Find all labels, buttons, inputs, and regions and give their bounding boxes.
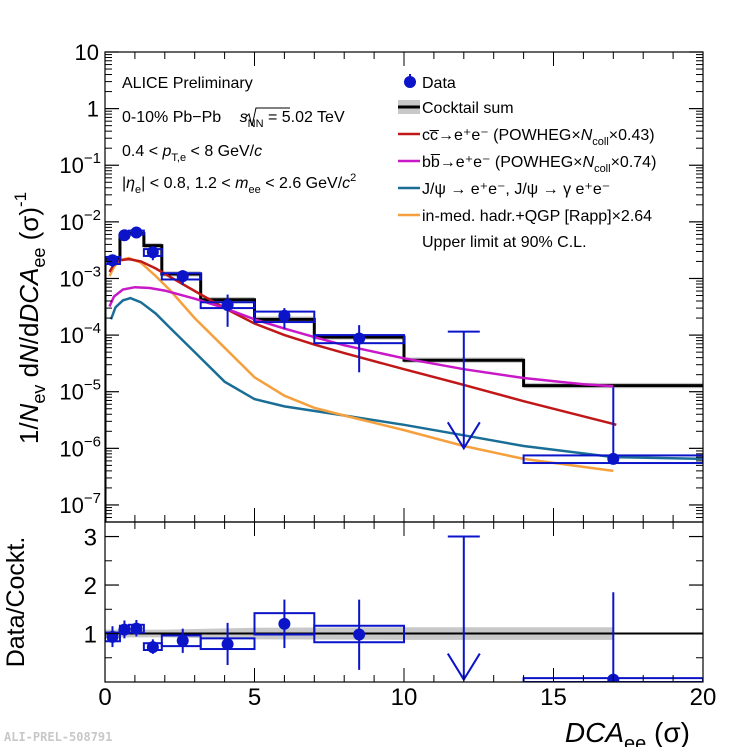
ratio-y-tick-label-0: 1 <box>84 622 97 649</box>
experiment-label: ALICE Preliminary <box>122 75 253 92</box>
x-axis-title: DCAee (σ) <box>565 717 690 747</box>
x-tick-label-2: 10 <box>391 684 418 711</box>
ratio-axes: 1 2 3 0 5 10 15 20 <box>84 522 717 711</box>
data-point-3 <box>146 246 159 259</box>
ratio-point-5 <box>221 638 234 651</box>
main-y-tick-label-0: 10 <box>75 40 99 65</box>
ratio-point-2 <box>130 622 143 635</box>
legend-data-label: Data <box>422 75 456 92</box>
legend-item-cocktail: Cocktail sum <box>398 100 514 117</box>
legend-rapp-label: in-med. hadr.+QGP [Rapp]×2.64 <box>422 208 652 225</box>
main-y-tick-label-7: 10−6 <box>59 433 101 461</box>
main-y-tick-label-5: 10−4 <box>59 320 101 348</box>
main-y-axis-title: 1/Nev dN/dDCAee (σ)-1 <box>11 192 49 444</box>
ratio-point-3 <box>146 641 159 654</box>
x-tick-label-4: 20 <box>690 684 717 711</box>
system-label: 0-10% Pb−Pb sNN = 5.02 TeV <box>122 109 345 130</box>
legend-item-rapp: in-med. hadr.+QGP [Rapp]×2.64 <box>398 208 652 225</box>
legend-upper-limit-note: Upper limit at 90% C.L. <box>422 234 587 251</box>
legend: Data Cocktail sum cc̅→e⁺e⁻ (POWHEG×Ncoll… <box>398 74 656 251</box>
legend-item-cc: cc̅→e⁺e⁻ (POWHEG×Ncoll×0.43) <box>398 127 655 148</box>
legend-item-bb: bb̅→e⁺e⁻ (POWHEG×Ncoll×0.74) <box>398 153 656 175</box>
x-tick-label-3: 15 <box>540 684 567 711</box>
data-point-6 <box>278 309 291 322</box>
data-point-4 <box>176 270 189 283</box>
main-y-tick-label-1: 1 <box>87 97 99 122</box>
annotations: ALICE Preliminary 0-10% Pb−Pb sNN = 5.02… <box>122 75 356 196</box>
ratio-y-tick-label-2: 3 <box>84 525 97 552</box>
legend-bb-label: bb̅→e⁺e⁻ (POWHEG×Ncoll×0.74) <box>422 153 656 175</box>
ratio-y-tick-label-1: 2 <box>84 573 97 600</box>
rapp-curve <box>108 256 614 473</box>
main-panel: 10 1 10−1 10−2 10−3 10−4 10−5 10−6 10−7 1/Nev dN… <box>11 40 704 523</box>
main-plot-area <box>105 226 703 522</box>
legend-item-data: Data <box>404 74 456 92</box>
main-y-tick-label-8: 10−7 <box>59 490 101 518</box>
legend-data-marker <box>404 76 416 88</box>
data-point-8 <box>607 452 620 465</box>
ratio-point-0 <box>106 630 119 643</box>
data-point-7 <box>353 332 366 345</box>
data-point-0 <box>106 254 119 267</box>
main-y-tick-label-4: 10−3 <box>59 263 101 291</box>
ratio-panel: 1 2 3 0 5 10 15 20 Data/Cockt. DCAee (σ) <box>2 521 717 747</box>
cocktail-sum-line <box>105 232 703 522</box>
main-y-tick-label-6: 10−5 <box>59 377 101 405</box>
legend-cocktail-label: Cocktail sum <box>422 100 514 117</box>
data-point-2 <box>130 226 143 239</box>
legend-cc-label: cc̅→e⁺e⁻ (POWHEG×Ncoll×0.43) <box>422 127 655 148</box>
ratio-y-axis-title: Data/Cockt. <box>2 537 30 668</box>
main-y-tick-label-3: 10−2 <box>59 207 101 235</box>
x-tick-label-1: 5 <box>248 684 261 711</box>
data-point-5 <box>221 299 234 312</box>
data-point-1 <box>118 229 131 242</box>
ratio-point-1 <box>118 623 131 636</box>
jpsi-curve <box>109 296 703 461</box>
ratio-plot-area <box>105 535 703 682</box>
ratio-point-7 <box>353 628 366 641</box>
pt-cut-label: 0.4 < pT,e < 8 GeV/c <box>122 143 262 164</box>
main-y-tick-label-2: 10−1 <box>59 150 101 178</box>
main-y-axis: 10 1 10−1 10−2 10−3 10−4 10−5 10−6 10−7 <box>59 40 704 523</box>
ratio-point-4 <box>176 634 189 647</box>
ratio-point-6 <box>278 617 291 630</box>
legend-jpsi-label: J/ψ → e⁺e⁻, J/ψ → γ e⁺e⁻ <box>422 181 610 198</box>
preliminary-figure-id: ALI-PREL-508791 <box>4 730 113 744</box>
sqrt-sign <box>244 107 290 127</box>
upper-limit-arrowhead <box>446 421 481 451</box>
eta-mass-cut-label: |ηe| < 0.8, 1.2 < mee < 2.6 GeV/c2 <box>122 172 356 196</box>
x-tick-label-0: 0 <box>98 684 111 711</box>
charm-curve <box>108 257 617 426</box>
legend-item-jpsi: J/ψ → e⁺e⁻, J/ψ → γ e⁺e⁻ <box>398 181 610 198</box>
